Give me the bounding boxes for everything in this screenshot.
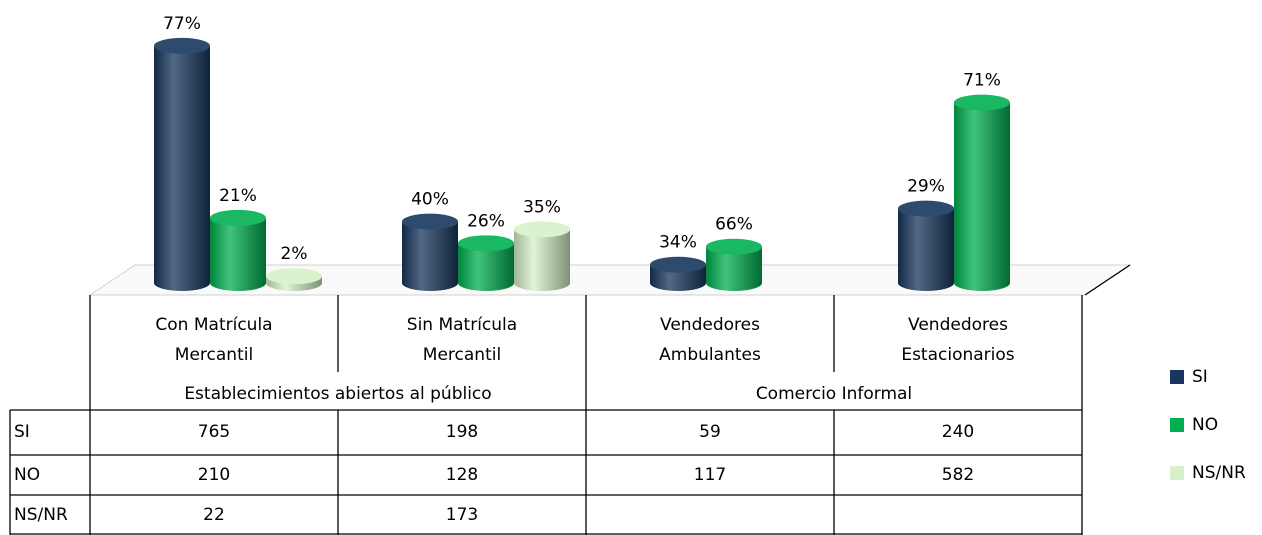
floor-edge: [1084, 264, 1131, 296]
row-label: NS/NR: [14, 505, 68, 525]
category-label: Sin Matrícula: [407, 315, 517, 335]
bar-base: [706, 275, 762, 291]
bar-body: [514, 229, 570, 283]
table-cell: 128: [446, 465, 478, 485]
table-cell: 582: [942, 465, 974, 485]
data-label: 34%: [659, 233, 697, 253]
legend-label: NS/NR: [1192, 463, 1246, 483]
data-label: 66%: [715, 215, 753, 235]
bar: [154, 37, 210, 291]
bar: [650, 256, 706, 291]
table-cell: 22: [203, 505, 225, 525]
bar-base: [954, 275, 1010, 291]
bar-base: [458, 275, 514, 291]
data-label: 26%: [467, 211, 505, 231]
bar: [954, 94, 1010, 291]
bar-body: [402, 221, 458, 283]
group-label: Establecimientos abiertos al público: [184, 384, 491, 404]
bar: [898, 200, 954, 291]
table-cell: 198: [446, 422, 478, 442]
data-label: 29%: [907, 177, 945, 197]
category-label: Vendedores: [908, 315, 1008, 335]
bar-top: [898, 200, 954, 217]
bar-body: [898, 208, 954, 283]
category-label: Mercantil: [423, 345, 501, 365]
data-label: 2%: [281, 244, 308, 264]
bar: [458, 235, 514, 291]
data-label: 77%: [163, 14, 201, 34]
bar-top: [458, 235, 514, 252]
bar: [514, 221, 570, 291]
bar-top: [402, 213, 458, 230]
bar-top: [266, 268, 322, 285]
data-label: 21%: [219, 186, 257, 206]
legend-label: NO: [1192, 415, 1218, 435]
bar-base: [210, 275, 266, 291]
bar: [266, 268, 322, 291]
legend-swatch: [1170, 466, 1184, 480]
bar-top: [210, 209, 266, 226]
bar-base: [898, 275, 954, 291]
legend-swatch: [1170, 370, 1184, 384]
table-cell: 240: [942, 422, 974, 442]
table-cell: 210: [198, 465, 230, 485]
category-label: Vendedores: [660, 315, 760, 335]
category-label: Mercantil: [175, 345, 253, 365]
bar-top: [954, 94, 1010, 111]
table-cell: 765: [198, 422, 230, 442]
bar: [706, 238, 762, 291]
bar-base: [154, 275, 210, 291]
legend-label: SI: [1192, 367, 1208, 387]
table-cell: 173: [446, 505, 478, 525]
table-cell: 59: [699, 422, 721, 442]
table-cell: 117: [694, 465, 726, 485]
group-label: Comercio Informal: [756, 384, 912, 404]
bar-body: [954, 102, 1010, 283]
bar-top: [650, 256, 706, 273]
data-label: 35%: [523, 197, 561, 217]
bar-body: [154, 45, 210, 283]
bar: [210, 209, 266, 291]
bar-top: [154, 37, 210, 54]
data-label: 71%: [963, 71, 1001, 91]
bar-top: [706, 238, 762, 255]
bar-base: [650, 275, 706, 291]
bar-base: [402, 275, 458, 291]
bar: [402, 213, 458, 291]
bar-top: [514, 221, 570, 238]
bar-body: [210, 217, 266, 283]
category-label: Con Matrícula: [155, 315, 272, 335]
legend-swatch: [1170, 418, 1184, 432]
data-label: 40%: [411, 190, 449, 210]
category-label: Estacionarios: [901, 345, 1014, 365]
bar-base: [514, 275, 570, 291]
category-label: Ambulantes: [659, 345, 761, 365]
row-label: NO: [14, 465, 40, 485]
row-label: SI: [14, 422, 30, 442]
